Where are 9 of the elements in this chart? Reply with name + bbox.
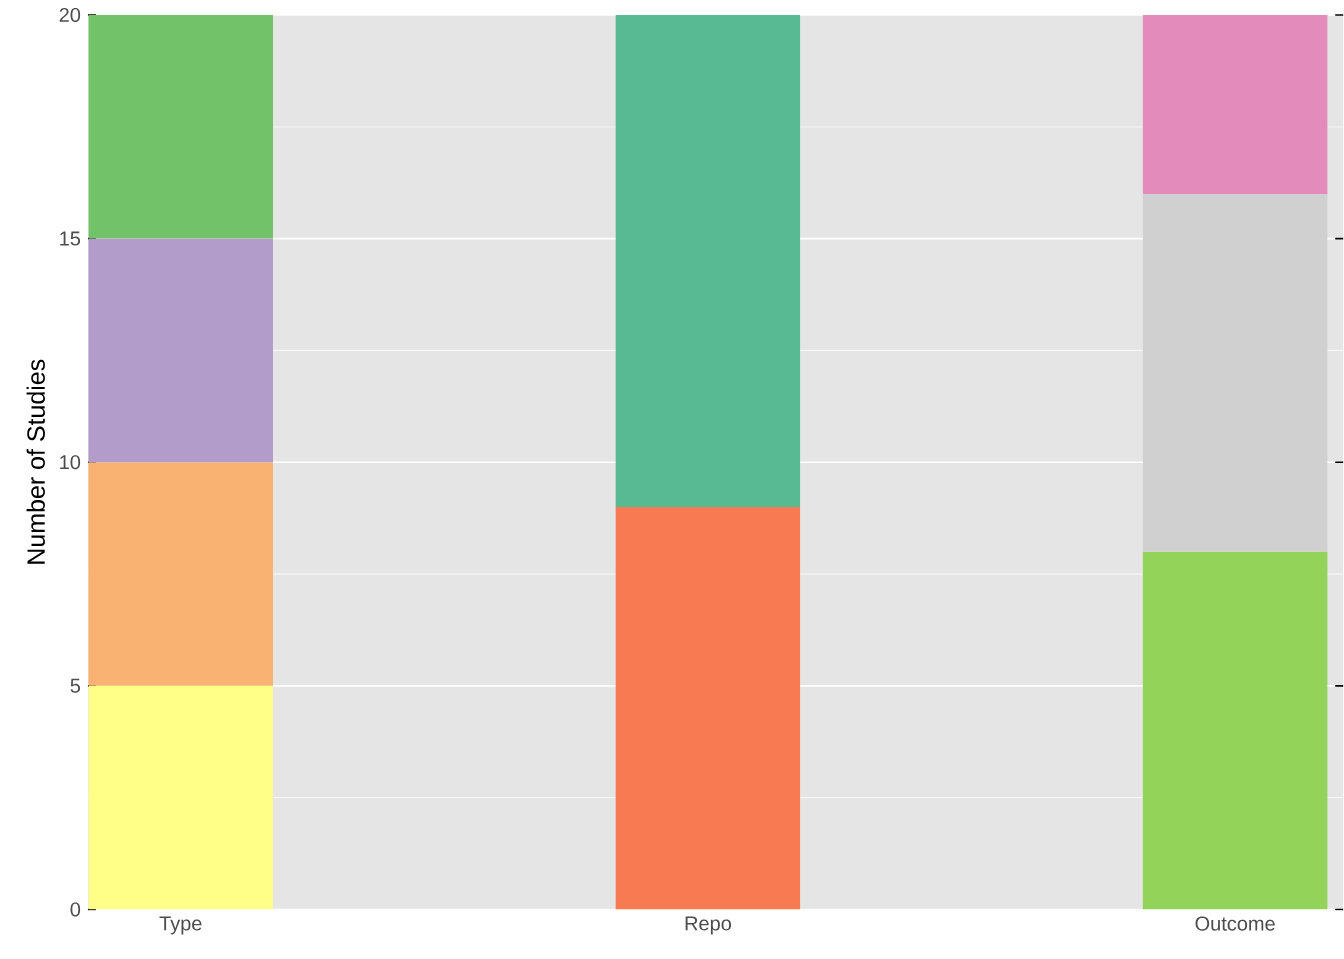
y-tick-label: 5: [70, 678, 81, 693]
y-tick-label: 15: [60, 231, 81, 246]
x-tick-label: Repo: [685, 916, 731, 935]
y-tick-label: 0: [70, 902, 81, 917]
x-tick-label: Type: [159, 916, 202, 935]
x-tick-label: Outcome: [1195, 916, 1275, 931]
y-tick-label: 20: [59, 7, 81, 22]
y-axis-title: Number of Studies: [26, 359, 45, 564]
y-tick-label: 10: [60, 454, 81, 470]
